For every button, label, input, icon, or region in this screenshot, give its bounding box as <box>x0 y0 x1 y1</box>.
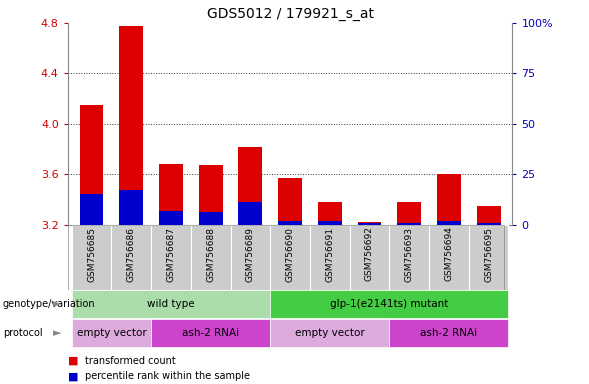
Bar <box>437 174 461 225</box>
Bar <box>111 225 151 290</box>
Bar <box>191 225 230 290</box>
Bar <box>151 225 191 290</box>
Text: GSM756689: GSM756689 <box>246 227 255 281</box>
Bar <box>389 319 508 347</box>
Bar <box>270 291 508 318</box>
Text: GSM756686: GSM756686 <box>127 227 135 281</box>
Text: empty vector: empty vector <box>295 328 365 338</box>
Bar <box>398 202 421 225</box>
Text: GSM756687: GSM756687 <box>167 227 176 281</box>
Text: glp-1(e2141ts) mutant: glp-1(e2141ts) mutant <box>330 299 449 310</box>
Text: ■: ■ <box>68 371 78 381</box>
Bar <box>429 225 469 290</box>
Bar <box>239 202 262 225</box>
Bar <box>120 190 143 225</box>
Bar <box>72 225 111 290</box>
Text: GSM756691: GSM756691 <box>325 227 335 281</box>
Bar <box>198 166 223 225</box>
Bar <box>278 221 302 225</box>
Text: GSM756685: GSM756685 <box>87 227 96 281</box>
Bar <box>270 225 310 290</box>
Text: GSM756694: GSM756694 <box>445 227 454 281</box>
Bar <box>72 291 270 318</box>
Bar <box>358 223 382 225</box>
Bar <box>469 225 508 290</box>
Bar <box>80 105 104 225</box>
Text: ash-2 RNAi: ash-2 RNAi <box>421 328 478 338</box>
Text: ►: ► <box>53 328 61 338</box>
Bar <box>318 202 342 225</box>
Bar <box>159 164 183 225</box>
Text: GSM756692: GSM756692 <box>365 227 374 281</box>
Bar <box>358 222 382 225</box>
Bar <box>278 178 302 225</box>
Text: protocol: protocol <box>3 328 42 338</box>
Text: GSM756695: GSM756695 <box>484 227 493 281</box>
Bar <box>198 212 223 225</box>
Text: GSM756688: GSM756688 <box>206 227 215 281</box>
Bar <box>72 319 151 347</box>
Bar <box>477 206 501 225</box>
Text: ►: ► <box>53 299 61 310</box>
Bar <box>270 319 389 347</box>
Bar <box>389 225 429 290</box>
Bar <box>437 221 461 225</box>
Text: transformed count: transformed count <box>85 356 176 366</box>
Bar <box>350 225 389 290</box>
Text: wild type: wild type <box>147 299 195 310</box>
Bar <box>318 221 342 225</box>
Bar <box>80 194 104 225</box>
Bar <box>230 225 270 290</box>
Text: ■: ■ <box>68 356 78 366</box>
Text: empty vector: empty vector <box>77 328 146 338</box>
Bar <box>477 223 501 225</box>
Bar <box>159 211 183 225</box>
Text: GSM756693: GSM756693 <box>405 227 413 281</box>
Text: GSM756690: GSM756690 <box>286 227 294 281</box>
Bar <box>120 26 143 225</box>
Bar <box>398 223 421 225</box>
Title: GDS5012 / 179921_s_at: GDS5012 / 179921_s_at <box>207 7 373 21</box>
Bar <box>151 319 270 347</box>
Bar <box>239 147 262 225</box>
Text: percentile rank within the sample: percentile rank within the sample <box>85 371 250 381</box>
Bar <box>310 225 350 290</box>
Text: genotype/variation: genotype/variation <box>3 299 95 310</box>
Text: ash-2 RNAi: ash-2 RNAi <box>182 328 239 338</box>
